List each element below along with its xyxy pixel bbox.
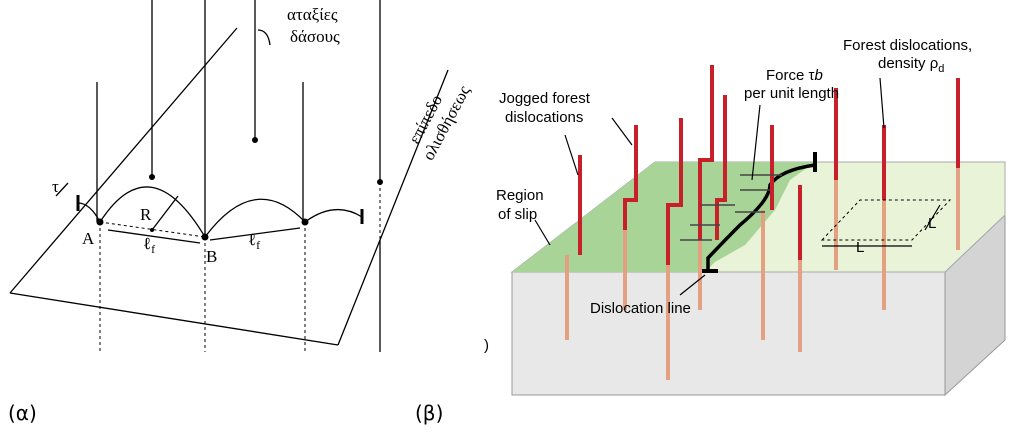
spacing-label: ℓf [143,234,155,256]
symbol: ℓ [248,230,256,249]
symbol: ℓ [143,234,151,253]
force-label: per unit length [744,85,839,102]
radius-label: R [140,205,152,224]
panel-b: Jogged forest dislocations Region of sli… [415,37,1005,425]
region-label: Region [496,187,544,204]
length-label: L [856,239,864,256]
forest-end [252,137,258,143]
jogged-label: dislocations [505,109,583,126]
plane-edge [10,28,237,293]
force-label: Force τb [766,67,823,84]
symbol: b [814,67,822,84]
region-label: of slip [498,206,537,223]
subscript: d [938,63,944,75]
dislocation-line [78,187,362,237]
pin [302,219,309,226]
forest-label: density ρd [878,55,944,75]
caption: (β) [415,401,443,425]
text: Force [766,67,809,84]
forest-label: αταξίες [287,5,338,24]
symbol: ρ [930,55,939,72]
length-label: L [928,215,936,232]
figure: αταξίες δάσους επίπεδο ολισθήσεως τ R A … [0,0,1009,434]
cut-label: ) [484,337,489,354]
forest-label: Forest dislocations, [843,37,972,54]
dislocation-label: Dislocation line [590,300,691,317]
radius-arrow [152,196,178,230]
forest-end [149,174,155,180]
subscript: f [151,242,155,256]
panel-a: αταξίες δάσους επίπεδο ολισθήσεως τ R A … [8,0,474,425]
tau-label: τ [52,177,59,196]
plane-edge [10,293,338,345]
center [150,228,154,232]
point-label: A [82,229,95,248]
bracket [258,30,270,45]
subscript: f [256,238,260,252]
caption: (α) [8,401,37,425]
forest-label: δάσους [290,27,340,46]
point-label: B [206,247,217,266]
jogged-label: Jogged forest [499,90,591,107]
block-front [512,272,945,395]
text: density [878,55,930,72]
